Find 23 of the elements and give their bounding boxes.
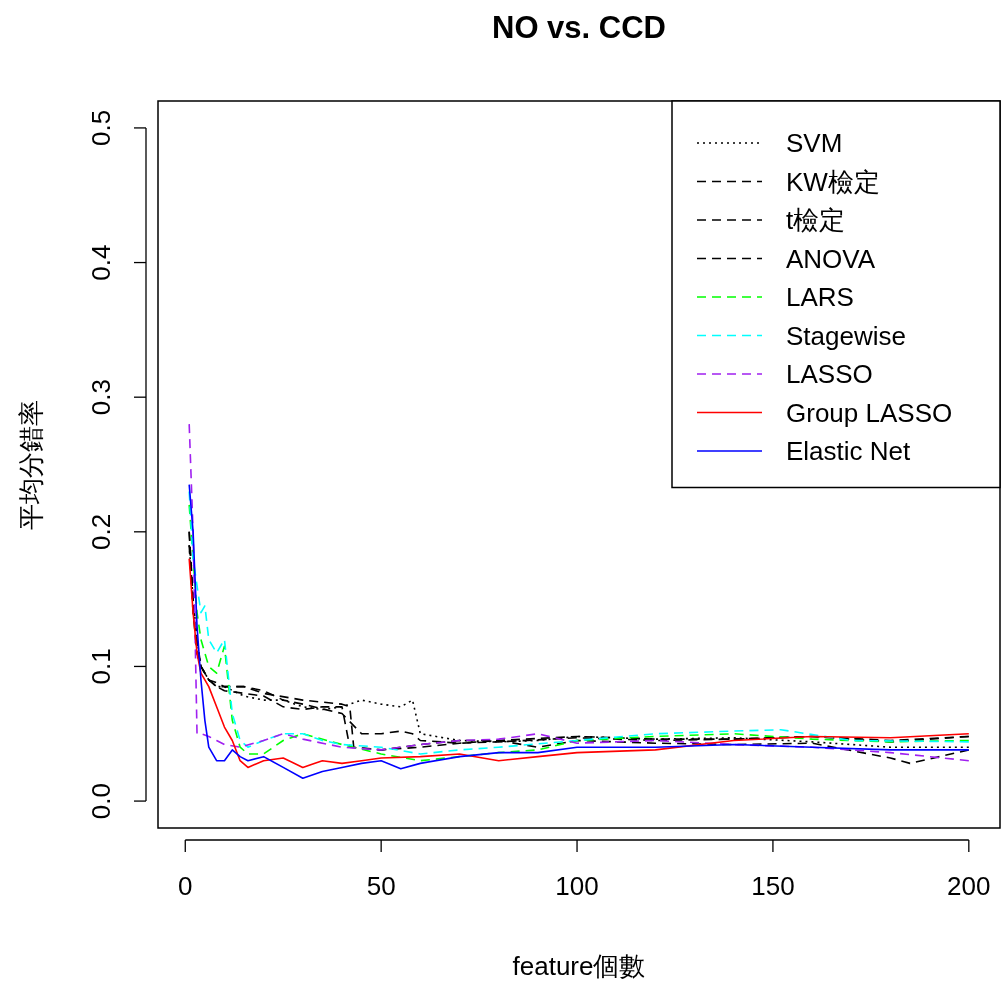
legend-label: LARS: [786, 282, 854, 312]
y-tick-label: 0.0: [86, 783, 116, 820]
x-tick-label: 100: [555, 871, 599, 901]
x-tick-label: 50: [366, 871, 396, 901]
legend-label: SVM: [786, 128, 843, 158]
x-tick-label: 150: [751, 871, 795, 901]
y-tick-label: 0.1: [86, 648, 116, 685]
y-tick-label: 0.4: [86, 244, 116, 281]
legend-label: KW檢定: [786, 166, 880, 197]
legend-label: LASSO: [786, 359, 873, 389]
y-axis-title: 平均分錯率: [16, 399, 46, 530]
x-tick-label: 0: [178, 871, 193, 901]
y-tick-label: 0.2: [86, 513, 116, 550]
x-tick-label: 200: [947, 871, 991, 901]
chart-title: NO vs. CCD: [492, 10, 666, 45]
y-tick-label: 0.5: [86, 109, 116, 146]
x-axis-title: feature個數: [512, 951, 646, 981]
legend-label: Stagewise: [786, 320, 906, 351]
legend-label: t檢定: [786, 205, 846, 235]
legend-label: Group LASSO: [786, 397, 953, 428]
legend-label: ANOVA: [786, 243, 876, 274]
y-tick-label: 0.3: [86, 379, 116, 416]
legend-label: Elastic Net: [786, 436, 912, 466]
